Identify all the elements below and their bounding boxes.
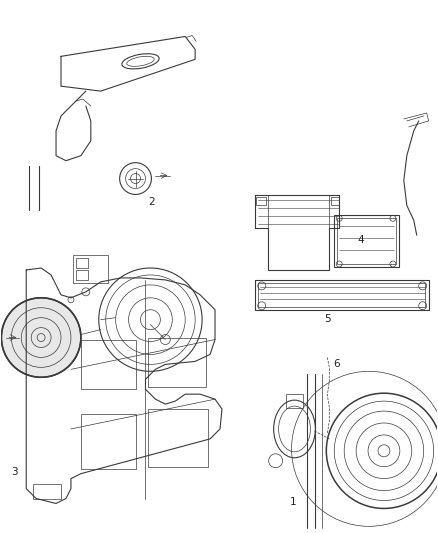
Bar bbox=[76, 270, 88, 280]
Text: 6: 6 bbox=[333, 359, 340, 369]
Text: 3: 3 bbox=[11, 467, 18, 477]
Bar bbox=[81, 414, 135, 469]
Bar bbox=[148, 409, 208, 467]
Bar bbox=[256, 197, 266, 205]
Bar bbox=[331, 197, 339, 205]
Text: 5: 5 bbox=[324, 314, 331, 324]
Bar bbox=[334, 215, 399, 267]
Circle shape bbox=[1, 298, 81, 377]
Bar bbox=[76, 258, 88, 268]
Bar bbox=[258, 283, 425, 307]
Bar bbox=[33, 483, 61, 498]
Bar bbox=[337, 219, 396, 264]
Bar bbox=[286, 394, 304, 408]
Text: 2: 2 bbox=[148, 197, 155, 207]
Bar bbox=[81, 340, 135, 389]
Text: 4: 4 bbox=[357, 235, 364, 245]
Bar bbox=[148, 337, 206, 387]
Bar bbox=[73, 255, 108, 283]
Text: 1: 1 bbox=[290, 497, 297, 506]
